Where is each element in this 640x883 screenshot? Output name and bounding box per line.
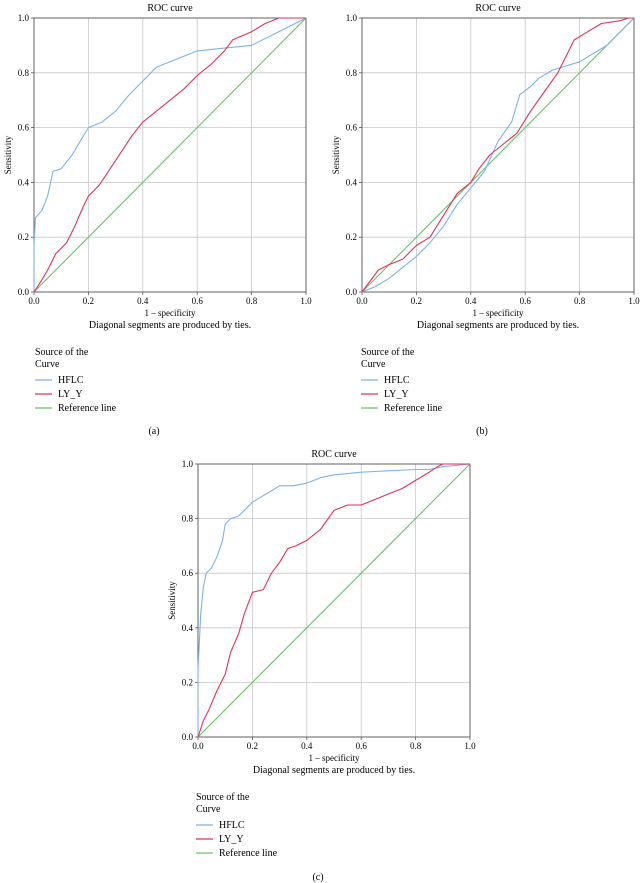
y-axis-label: Sensitivity xyxy=(167,581,177,620)
panel-label: (a) xyxy=(148,426,159,437)
plot-frame xyxy=(361,17,635,293)
roc-panel-c: ROC curve 0.0 0.2 0.4 0.6 0.8 1.0 0.0 0.2 0.4 0.6 0… xyxy=(167,449,476,883)
x-tick-label: 0.8 xyxy=(574,296,586,306)
series-line-ly-y xyxy=(197,463,470,738)
y-tick-label: 1.0 xyxy=(182,459,194,469)
roc-panel-a: ROC curve 0.0 0.2 0.4 0.6 0.8 1.0 0.0 0.2 0.4 0.6 0… xyxy=(3,3,312,437)
y-tick-label: 0.6 xyxy=(346,123,358,133)
chart-title: ROC curve xyxy=(147,3,193,14)
y-axis-label: Sensitivity xyxy=(3,135,13,174)
series-line-hflc xyxy=(33,17,307,292)
x-tick-label: 0.8 xyxy=(410,741,422,751)
chart-title: ROC curve xyxy=(475,3,521,14)
legend-entry: HFLC xyxy=(219,820,245,831)
series-line-hflc xyxy=(361,17,635,293)
legend-title-line-1: Source of the xyxy=(35,347,89,358)
y-tick-label: 0.8 xyxy=(18,68,30,78)
legend-title-line-1: Source of the xyxy=(196,792,250,803)
y-tick-label: 0.4 xyxy=(346,177,358,187)
ties-note: Diagonal segments are produced by ties. xyxy=(253,765,415,776)
panel-label: (b) xyxy=(476,426,488,437)
series-line-reference-line xyxy=(33,17,307,293)
legend-entry: HFLC xyxy=(384,375,410,386)
x-tick-label: 0.6 xyxy=(520,296,532,306)
y-tick-label: 0.2 xyxy=(346,232,357,242)
ties-note: Diagonal segments are produced by ties. xyxy=(89,320,251,331)
legend-entry: Reference line xyxy=(219,848,278,859)
y-tick-label: 0.6 xyxy=(182,568,194,578)
x-tick-label: 0.4 xyxy=(137,296,149,306)
x-tick-label: 0.6 xyxy=(356,741,368,751)
plot-frame xyxy=(197,463,471,738)
x-tick-label: 0.6 xyxy=(192,296,204,306)
y-tick-label: 0.0 xyxy=(182,732,194,742)
legend-title-line-2: Curve xyxy=(361,359,386,370)
y-tick-label: 1.0 xyxy=(18,13,30,23)
legend-entry: LY_Y xyxy=(384,389,409,400)
x-axis-label: 1 – specificity xyxy=(145,308,196,318)
x-tick-label: 1.0 xyxy=(300,296,312,306)
x-axis-label: 1 – specificity xyxy=(473,308,524,318)
x-tick-label: 0.2 xyxy=(83,296,94,306)
series-line-reference-line xyxy=(197,463,471,738)
y-tick-label: 0.0 xyxy=(18,287,30,297)
y-tick-label: 0.4 xyxy=(18,177,30,187)
legend-title-line-1: Source of the xyxy=(361,347,415,358)
x-tick-label: 0.4 xyxy=(465,296,477,306)
ties-note: Diagonal segments are produced by ties. xyxy=(417,320,579,331)
chart-title: ROC curve xyxy=(311,449,357,460)
y-tick-label: 1.0 xyxy=(346,13,358,23)
x-tick-label: 1.0 xyxy=(628,296,640,306)
legend-entry: Reference line xyxy=(58,403,117,414)
y-tick-label: 0.8 xyxy=(182,514,194,524)
x-tick-label: 0.2 xyxy=(411,296,422,306)
legend-title-line-2: Curve xyxy=(196,804,221,815)
legend-entry: LY_Y xyxy=(219,834,244,845)
x-axis-label: 1 – specificity xyxy=(309,753,360,763)
x-tick-label: 0.8 xyxy=(246,296,258,306)
x-tick-label: 1.0 xyxy=(464,741,476,751)
series-line-hflc xyxy=(197,463,471,737)
y-tick-label: 0.0 xyxy=(346,287,358,297)
legend-entry: LY_Y xyxy=(58,389,83,400)
x-tick-label: 0.0 xyxy=(192,741,204,751)
legend-title-line-2: Curve xyxy=(35,359,60,370)
legend-entry: HFLC xyxy=(58,375,84,386)
y-tick-label: 0.4 xyxy=(182,623,194,633)
panel-label: (c) xyxy=(312,872,323,883)
y-axis-label: Sensitivity xyxy=(331,135,341,174)
x-tick-label: 0.2 xyxy=(247,741,258,751)
y-tick-label: 0.2 xyxy=(18,232,29,242)
plot-frame xyxy=(33,17,307,293)
x-tick-label: 0.0 xyxy=(28,296,40,306)
series-line-reference-line xyxy=(361,17,635,293)
y-tick-label: 0.6 xyxy=(18,123,30,133)
y-tick-label: 0.8 xyxy=(346,68,358,78)
y-tick-label: 0.2 xyxy=(182,677,193,687)
roc-panel-b: ROC curve 0.0 0.2 0.4 0.6 0.8 1.0 0.0 0.2 0.4 0.6 0… xyxy=(331,3,640,437)
x-tick-label: 0.0 xyxy=(356,296,368,306)
series-line-ly-y xyxy=(361,17,634,293)
x-tick-label: 0.4 xyxy=(301,741,313,751)
legend-entry: Reference line xyxy=(384,403,443,414)
series-line-ly-y xyxy=(33,17,306,293)
